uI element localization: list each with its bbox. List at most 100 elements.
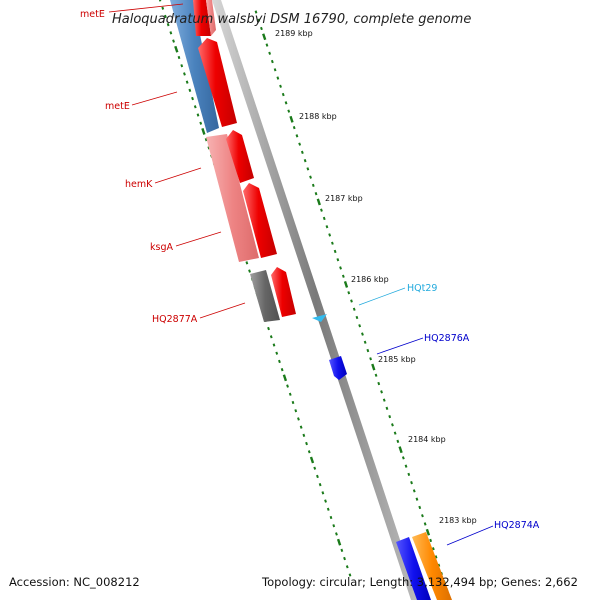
minor-tick: [421, 514, 424, 518]
minor-tick: [366, 348, 370, 353]
gene-labels: metE metE hemK ksgA HQ2877A HQt29 HQ2876…: [80, 9, 540, 531]
minor-tick: [298, 142, 302, 146]
gene-label-HQ2876A: HQ2876A: [424, 333, 470, 344]
minor-tick: [341, 274, 345, 278]
minor-tick: [177, 55, 181, 60]
minor-tick: [431, 547, 435, 551]
minor-tick: [169, 31, 173, 35]
minor-tick: [188, 88, 192, 93]
minor-tick: [348, 573, 352, 577]
gene-label-HQ2874A: HQ2874A: [494, 520, 540, 531]
accession-text: Accession: NC_008212: [9, 575, 140, 589]
minor-tick: [382, 398, 386, 402]
minor-tick: [434, 555, 438, 559]
minor-tick: [324, 499, 327, 503]
minor-tick: [412, 489, 416, 493]
minor-tick: [158, 0, 162, 2]
tick-label: 2183 kbp: [439, 516, 477, 525]
minor-tick: [331, 241, 334, 245]
major-tick: [201, 128, 206, 135]
minor-tick: [191, 96, 194, 101]
forward-strand-genes: [193, 0, 296, 317]
minor-tick: [287, 109, 291, 113]
minor-tick: [286, 384, 289, 388]
minor-tick: [352, 307, 356, 311]
minor-tick: [196, 113, 200, 117]
major-tick: [425, 528, 431, 536]
gene-label-ksgA: ksgA: [150, 242, 173, 253]
minor-tick: [281, 92, 285, 97]
minor-tick: [429, 538, 433, 543]
minor-tick: [300, 150, 304, 155]
minor-tick: [204, 137, 208, 142]
minor-tick: [350, 299, 353, 303]
minor-tick: [415, 497, 419, 501]
map-title: Haloquadratum walsbyi DSM 16790, complet…: [112, 12, 471, 27]
gene-metE-block: [170, 0, 219, 133]
gene-red-arrow: [198, 38, 237, 127]
minor-tick: [377, 381, 381, 386]
tick-label: 2187 kbp: [325, 194, 363, 203]
major-tick: [371, 363, 376, 371]
minor-tick: [267, 326, 270, 331]
minor-tick: [297, 417, 300, 421]
minor-tick: [401, 456, 405, 460]
major-tick: [316, 198, 321, 206]
tick-label: 2189 kbp: [275, 29, 313, 38]
minor-tick: [273, 68, 277, 72]
minor-tick: [340, 548, 344, 553]
minor-tick: [172, 39, 175, 43]
minor-tick: [254, 10, 258, 14]
minor-tick: [309, 175, 312, 179]
minor-tick: [347, 291, 351, 295]
minor-tick: [276, 76, 280, 80]
tick-label: 2188 kbp: [299, 112, 337, 121]
gene-pink-arrow: [206, 0, 216, 36]
outer-features: [312, 314, 452, 600]
major-tick: [289, 115, 294, 123]
minor-tick: [325, 225, 329, 229]
major-tick: [398, 446, 403, 454]
scale-ticks-outer: [254, 10, 449, 592]
minor-tick: [161, 6, 165, 10]
minor-tick: [303, 158, 307, 163]
minor-tick: [164, 14, 167, 19]
minor-tick: [185, 80, 189, 84]
minor-tick: [279, 84, 282, 88]
gene-red-arrow: [226, 130, 254, 183]
minor-tick: [199, 121, 203, 125]
minor-tick: [326, 507, 330, 511]
gene-HQ2876A-arrow: [329, 356, 347, 380]
minor-tick: [407, 472, 411, 476]
gene-red-arrow: [243, 183, 277, 258]
minor-tick: [260, 26, 263, 31]
minor-tick: [423, 522, 427, 526]
minor-tick: [257, 18, 261, 22]
minor-tick: [336, 258, 340, 262]
minor-tick: [380, 390, 383, 394]
gene-HQ2877A-block: [250, 270, 280, 322]
minor-tick: [391, 423, 394, 427]
minor-tick: [437, 563, 441, 567]
minor-tick: [329, 515, 333, 520]
minor-tick: [345, 565, 349, 569]
major-tick: [309, 456, 315, 464]
minor-tick: [291, 400, 295, 405]
minor-tick: [328, 233, 332, 237]
minor-tick: [307, 450, 311, 454]
minor-tick: [322, 216, 326, 221]
minor-tick: [248, 269, 251, 273]
minor-tick: [385, 406, 389, 411]
gene-label-metE: metE: [105, 101, 130, 112]
gene-hemK-block: [206, 134, 259, 262]
minor-tick: [335, 532, 338, 536]
tick-label: 2185 kbp: [378, 355, 416, 364]
minor-tick: [363, 340, 367, 344]
minor-tick: [396, 439, 400, 444]
minor-tick: [280, 367, 284, 372]
minor-tick: [355, 315, 359, 320]
minor-tick: [388, 415, 392, 419]
major-tick: [262, 33, 267, 41]
gene-label-HQ2877A: HQ2877A: [152, 314, 198, 325]
label-leaders: [108, 3, 494, 546]
